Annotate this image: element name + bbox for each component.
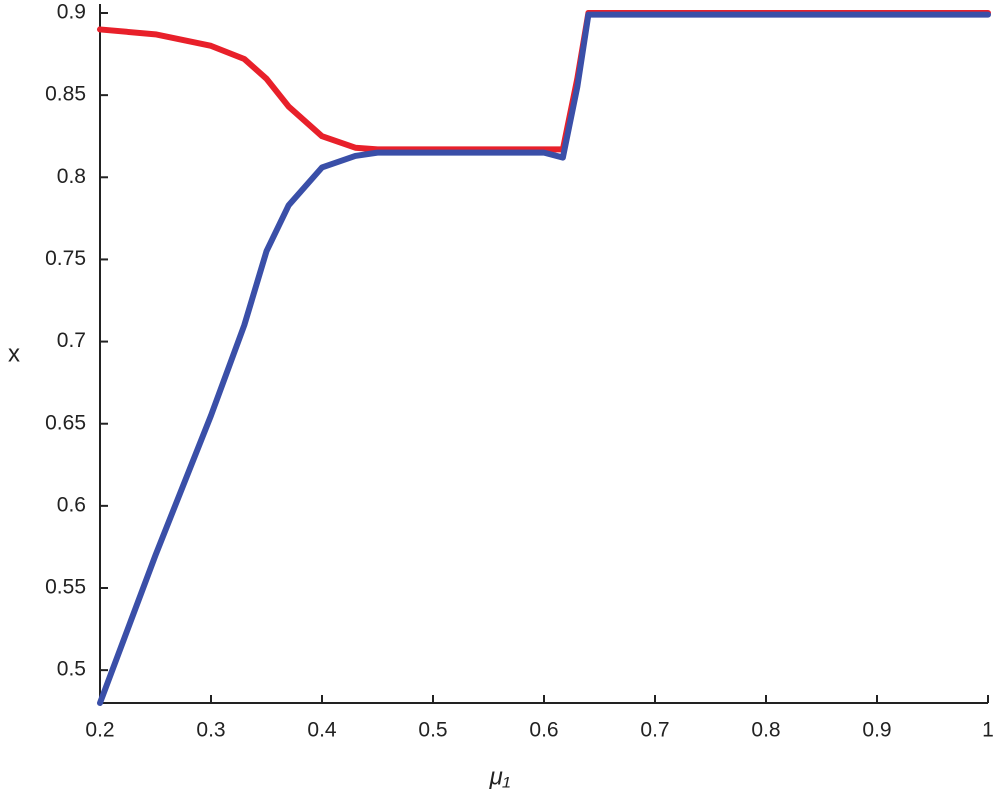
y-tick-label: 0.85 bbox=[45, 83, 86, 106]
x-tick-label: 0.7 bbox=[640, 719, 669, 742]
y-tick-label: 0.5 bbox=[57, 658, 86, 681]
x-tick-label: 0.2 bbox=[85, 719, 114, 742]
y-axis-label: x bbox=[8, 340, 20, 367]
y-tick-label: 0.65 bbox=[45, 411, 86, 434]
x-axis-label: μ₁ bbox=[489, 763, 511, 790]
y-tick-label: 0.7 bbox=[57, 329, 86, 352]
x-tick-label: 0.9 bbox=[862, 719, 891, 742]
x-tick-label: 0.8 bbox=[751, 719, 780, 742]
x-tick-label: 0.3 bbox=[196, 719, 225, 742]
y-tick-label: 0.9 bbox=[57, 1, 86, 24]
x-tick-label: 0.6 bbox=[529, 719, 558, 742]
y-tick-label: 0.55 bbox=[45, 576, 86, 599]
x-tick-label: 0.5 bbox=[418, 719, 447, 742]
y-tick-label: 0.6 bbox=[57, 493, 86, 516]
series-line bbox=[97, 10, 991, 153]
y-tick-label: 0.75 bbox=[45, 247, 86, 270]
x-tick-label: 0.4 bbox=[307, 719, 337, 742]
x-tick-label: 1 bbox=[982, 719, 994, 742]
series-line bbox=[97, 11, 991, 706]
y-tick-label: 0.8 bbox=[57, 165, 86, 188]
